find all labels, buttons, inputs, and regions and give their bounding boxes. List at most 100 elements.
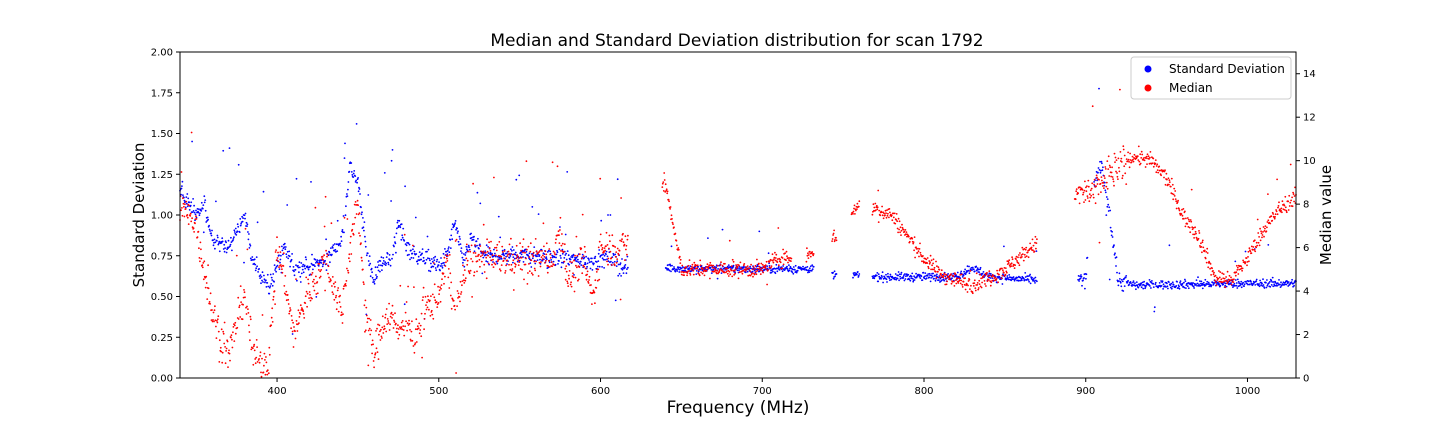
data-point (738, 264, 740, 267)
data-point (1085, 186, 1087, 189)
data-point (918, 255, 920, 258)
y2-tick-label: 6 (1303, 243, 1309, 254)
data-point (604, 258, 606, 261)
data-point (926, 274, 929, 277)
data-point (893, 278, 896, 281)
data-point (344, 283, 347, 285)
data-point (1264, 225, 1267, 228)
data-point (350, 171, 353, 173)
data-point (211, 320, 214, 323)
data-point (549, 250, 552, 253)
data-point (449, 247, 452, 250)
data-point (954, 273, 957, 276)
data-point (887, 272, 889, 275)
data-point (247, 238, 250, 241)
data-point (188, 209, 191, 211)
data-point (1255, 246, 1258, 249)
data-point (1003, 267, 1006, 269)
data-point (593, 262, 595, 265)
data-point (1194, 230, 1197, 233)
data-point (958, 279, 961, 282)
data-point (489, 251, 492, 254)
data-point (917, 250, 920, 253)
data-point (316, 259, 319, 261)
data-point (770, 271, 773, 274)
data-point (877, 273, 880, 276)
data-point (613, 264, 616, 267)
data-point (293, 326, 295, 328)
data-point (308, 297, 310, 299)
data-point (304, 302, 307, 304)
data-point (224, 247, 227, 250)
data-point (386, 323, 389, 325)
data-point (389, 315, 392, 318)
data-point (346, 195, 349, 198)
data-point (321, 255, 324, 258)
data-point (702, 268, 704, 270)
data-point (1262, 231, 1264, 233)
data-point (262, 281, 264, 283)
data-point (371, 271, 373, 274)
data-point (1171, 285, 1174, 288)
data-point (1162, 283, 1165, 286)
data-point (427, 248, 430, 251)
data-point (1240, 265, 1243, 268)
data-point (709, 261, 712, 264)
data-point (442, 272, 445, 275)
data-point (614, 246, 617, 248)
data-point (728, 270, 731, 273)
data-point (1110, 175, 1112, 178)
data-point (912, 280, 915, 283)
data-point (535, 250, 538, 253)
data-point (555, 238, 557, 241)
data-point (550, 259, 553, 261)
data-point (980, 286, 983, 289)
data-point (573, 290, 576, 293)
data-point (746, 265, 749, 267)
data-point (1079, 186, 1081, 189)
data-point (301, 268, 304, 271)
data-point (325, 263, 328, 265)
data-point (459, 238, 461, 240)
data-point (1181, 214, 1184, 217)
data-point (339, 294, 341, 297)
data-point (320, 262, 323, 264)
data-point (214, 241, 217, 244)
data-point (1127, 158, 1130, 161)
data-point (511, 269, 513, 272)
x-tick-label: 400 (267, 386, 286, 397)
data-point (329, 261, 331, 264)
y2-axis-label: Median value (1317, 165, 1335, 265)
data-point (594, 257, 596, 259)
data-point (973, 270, 976, 273)
data-point (1152, 282, 1155, 285)
data-point (1168, 244, 1171, 247)
data-point (460, 247, 463, 250)
data-point (201, 266, 204, 269)
data-point (255, 356, 258, 359)
data-point (215, 325, 217, 328)
data-point (1132, 160, 1135, 163)
data-point (1033, 277, 1035, 280)
data-point (1122, 290, 1125, 292)
data-point (230, 334, 233, 337)
data-point (404, 325, 406, 328)
data-point (934, 270, 937, 273)
data-point (1140, 286, 1143, 289)
data-point (989, 284, 992, 287)
data-point (960, 279, 963, 282)
data-point (555, 253, 558, 256)
data-point (622, 241, 625, 244)
data-point (387, 261, 390, 264)
data-point (356, 181, 358, 184)
data-point (1100, 160, 1103, 163)
data-point (1265, 230, 1268, 233)
data-point (497, 259, 500, 261)
data-point (896, 220, 899, 223)
data-point (1246, 264, 1248, 267)
data-point (584, 261, 587, 264)
data-point (492, 266, 495, 268)
data-point (623, 243, 626, 246)
data-point (1124, 163, 1127, 165)
data-point (582, 255, 585, 257)
